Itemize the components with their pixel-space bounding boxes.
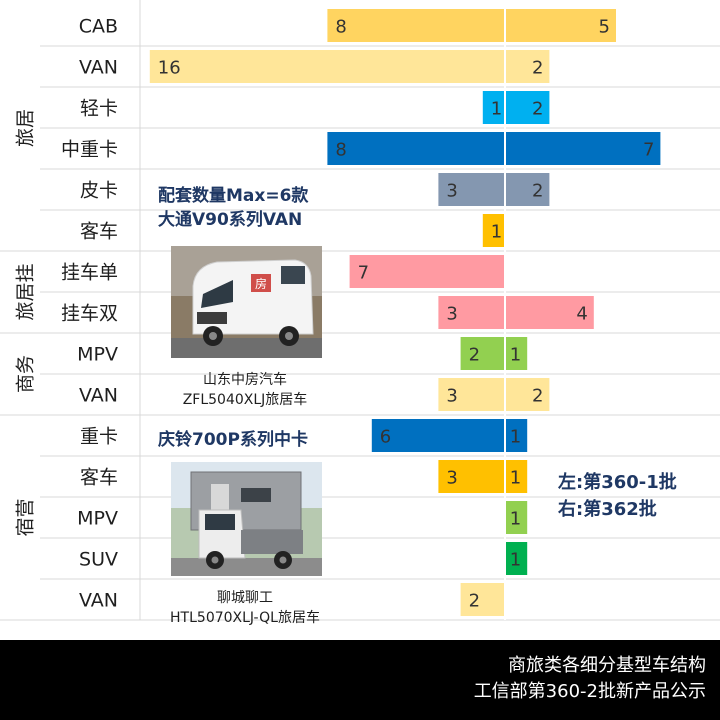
bar-right-value: 2 (532, 58, 543, 79)
group-label: 宿营 (15, 498, 37, 536)
category-label: VAN (79, 57, 118, 79)
bar-right-value: 2 (532, 386, 543, 407)
van-caption-line-1: 山东中房汽车 (203, 372, 287, 388)
category-label: 皮卡 (80, 180, 118, 202)
group-label: 商务 (15, 355, 37, 393)
legend-note-line: 左:第360-1批 (558, 471, 677, 493)
van-illustration: 房 (171, 246, 322, 358)
category-label: 中重卡 (61, 139, 118, 161)
category-label: 客车 (80, 467, 118, 489)
bar-left (327, 9, 505, 42)
van-annotation: 配套数量Max=6款 大通V90系列VAN (158, 184, 358, 232)
bar-layer (149, 0, 661, 620)
bar-right-value: 2 (532, 181, 543, 202)
bar-left (149, 50, 506, 83)
footer-line-1: 商旅类各细分基型车结构 (508, 655, 706, 676)
van-photo: 房 (171, 246, 322, 358)
bar-left-value: 16 (158, 58, 181, 79)
bar-right (505, 50, 550, 83)
footer-line-2: 工信部第360-2批新产品公示 (473, 681, 706, 702)
bar-right-value: 1 (510, 345, 521, 366)
bar-right (505, 296, 594, 329)
truck-illustration (171, 462, 322, 576)
category-label: 客车 (80, 221, 118, 243)
grid-layer (0, 0, 720, 621)
note-layer: 左:第360-1批右:第362批 (558, 471, 677, 520)
bar-left (438, 460, 505, 493)
bar-left-value: 3 (446, 181, 457, 202)
legend-note-line: 右:第362批 (558, 498, 657, 520)
bar-left-value: 6 (380, 427, 391, 448)
truck-caption-line-2: HTL5070XLJ-QL旅居车 (170, 610, 320, 626)
category-label: VAN (79, 385, 118, 407)
truck-caption: 聊城聊工 HTL5070XLJ-QL旅居车 (140, 588, 350, 628)
bar-right (505, 91, 550, 124)
bar-right-value: 1 (510, 427, 521, 448)
category-label: MPV (77, 344, 118, 366)
bar-left (482, 91, 505, 124)
category-label: CAB (79, 16, 118, 38)
bar-right (505, 337, 528, 370)
truck-title: 庆铃700P系列中卡 (158, 430, 308, 450)
category-label: 重卡 (80, 426, 118, 448)
bar-left-value: 1 (491, 222, 502, 243)
bar-left (438, 173, 505, 206)
bar-right-value: 7 (643, 140, 654, 161)
bar-right (505, 132, 661, 165)
bar-right-value: 4 (576, 304, 587, 325)
bar-left-value: 2 (469, 591, 480, 612)
category-label: MPV (77, 508, 118, 530)
van-photo-text: 房 (255, 276, 267, 291)
van-title-line-1: 配套数量Max=6款 (158, 186, 309, 206)
bar-left (438, 378, 505, 411)
bar-right (505, 460, 528, 493)
footer-bar: 商旅类各细分基型车结构 工信部第360-2批新产品公示 (0, 640, 720, 720)
bar-right (505, 542, 528, 575)
bar-left (482, 214, 505, 247)
van-caption: 山东中房汽车 ZFL5040XLJ旅居车 (150, 370, 340, 410)
bar-left (371, 419, 505, 452)
bar-right-value: 5 (599, 17, 610, 38)
bar-left-value: 8 (335, 17, 346, 38)
category-label: 挂车双 (61, 303, 118, 325)
category-label: 挂车单 (61, 262, 118, 284)
bar-right (505, 419, 528, 452)
truck-caption-line-1: 聊城聊工 (217, 590, 273, 606)
bar-left (438, 296, 505, 329)
bar-left-value: 7 (358, 263, 369, 284)
van-caption-line-2: ZFL5040XLJ旅居车 (182, 392, 308, 408)
truck-annotation: 庆铃700P系列中卡 (158, 428, 368, 452)
bar-right (505, 378, 550, 411)
bar-right (505, 501, 528, 534)
category-label: VAN (79, 590, 118, 612)
bar-left (460, 337, 505, 370)
truck-photo (171, 462, 322, 576)
bar-left-value: 3 (446, 304, 457, 325)
bar-right-value: 1 (510, 509, 521, 530)
bar-left-value: 3 (446, 468, 457, 489)
bar-right (505, 173, 550, 206)
bar-left (327, 132, 505, 165)
bar-left-value: 3 (446, 386, 457, 407)
group-label: 旅居挂 (15, 263, 37, 320)
category-label: SUV (79, 549, 118, 571)
bar-right-value: 1 (510, 468, 521, 489)
category-label: 轻卡 (80, 98, 118, 120)
bar-right (505, 9, 616, 42)
bar-left-value: 8 (335, 140, 346, 161)
bar-right-value: 1 (510, 550, 521, 571)
bar-left-value: 2 (469, 345, 480, 366)
bar-left (460, 583, 505, 616)
bar-left-value: 1 (491, 99, 502, 120)
bar-left (349, 255, 505, 288)
group-label: 旅居 (15, 109, 37, 147)
van-title-line-2: 大通V90系列VAN (158, 210, 303, 230)
bar-right-value: 2 (532, 99, 543, 120)
